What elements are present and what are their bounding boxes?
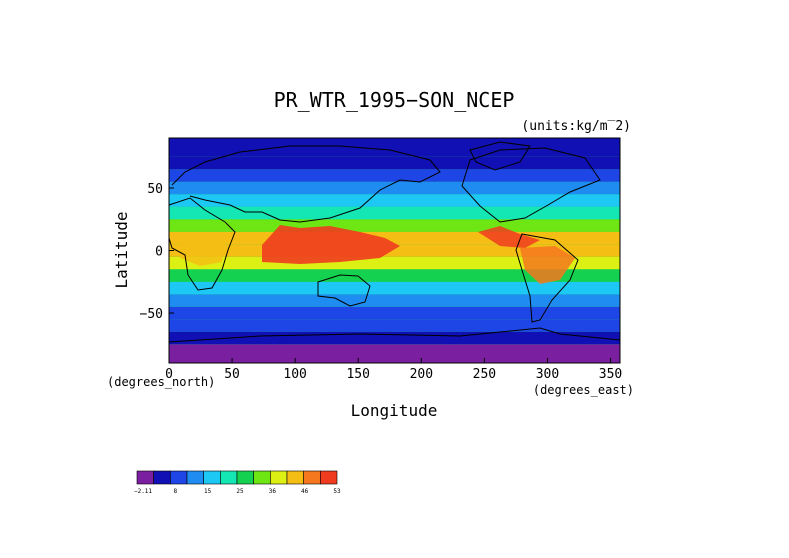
colorbar-swatch — [236, 470, 254, 485]
colorbar-swatch — [253, 470, 271, 485]
amazon-moist-region — [520, 246, 575, 284]
plot-area — [168, 137, 621, 364]
colorbar-tick-label: −2.11 — [134, 488, 152, 495]
indo-pacific-warm-pool — [262, 225, 400, 264]
units-label: (units:kg/m‾2) — [521, 119, 631, 134]
x-tick-label: 350 — [599, 367, 622, 382]
chart-title: PR_WTR_1995−SON_NCEP — [274, 88, 515, 112]
antarctica-outline — [168, 327, 621, 343]
heatmap-band — [169, 206, 620, 220]
heatmap-band — [169, 219, 620, 232]
heatmap-band — [169, 269, 620, 282]
colorbar-swatch — [203, 470, 221, 485]
colorbar-swatch — [153, 470, 171, 485]
x-tick-label: 50 — [224, 367, 240, 382]
x-tick-label: 0 — [165, 367, 173, 382]
colorbar-tick-label: 25 — [236, 488, 244, 495]
colorbar-swatch — [303, 470, 321, 485]
warm-pools — [178, 225, 575, 284]
colorbar-swatch — [170, 470, 188, 485]
africa-moist-region — [178, 236, 225, 266]
y-unit-label: (degrees_north) — [107, 375, 215, 389]
heatmap-band — [169, 156, 620, 170]
greenland-outline — [469, 141, 531, 171]
colorbar-swatch — [286, 470, 304, 485]
colorbar-tick-label: 36 — [269, 488, 277, 495]
africa-outline — [168, 197, 236, 291]
x-tick-label: 250 — [473, 367, 496, 382]
atlantic-warm-pool — [478, 226, 540, 248]
x-tick-label: 200 — [410, 367, 433, 382]
colorbar-swatch — [186, 470, 204, 485]
colorbar-swatch — [320, 470, 338, 485]
x-tick-label: 150 — [346, 367, 369, 382]
heatmap-band — [169, 306, 620, 320]
heatmap-band — [169, 194, 620, 207]
south-america-outline — [515, 233, 579, 323]
colorbar-tick-label: 8 — [174, 488, 178, 495]
colorbar: −2.11 8 15 25 36 46 53 — [134, 470, 341, 495]
y-tick-label: −50 — [140, 307, 163, 322]
x-tick-label: 300 — [536, 367, 559, 382]
colorbar-swatch — [270, 470, 288, 485]
eurasia-outline — [171, 145, 441, 223]
heatmap-band — [169, 231, 620, 245]
colorbar-swatch — [136, 470, 154, 485]
y-tick-label: 50 — [147, 182, 163, 197]
heatmap-band — [169, 181, 620, 195]
australia-outline — [317, 274, 371, 307]
heatmap-band — [169, 169, 620, 182]
heatmap-band — [169, 331, 620, 345]
colorbar-swatch — [220, 470, 238, 485]
x-tick-label: 100 — [283, 367, 306, 382]
heatmap-band — [169, 319, 620, 332]
x-axis-label: Longitude — [351, 401, 438, 420]
heatmap-band — [169, 281, 620, 295]
heatmap-band — [169, 294, 620, 307]
colorbar-tick-label: 53 — [333, 488, 341, 495]
continent-outlines — [168, 141, 621, 343]
x-unit-label: (degrees_east) — [533, 383, 634, 397]
y-tick-label: 0 — [155, 245, 163, 260]
x-axis: 0 50 100 150 200 250 300 350 — [165, 358, 622, 382]
y-axis-label: Latitude — [112, 211, 131, 288]
heatmap-band — [169, 138, 620, 157]
heatmap-band — [169, 344, 620, 363]
colorbar-tick-label: 46 — [301, 488, 309, 495]
colorbar-tick-label: 15 — [204, 488, 212, 495]
north-america-outline — [461, 147, 601, 223]
y-axis: −50 0 50 — [140, 182, 174, 322]
